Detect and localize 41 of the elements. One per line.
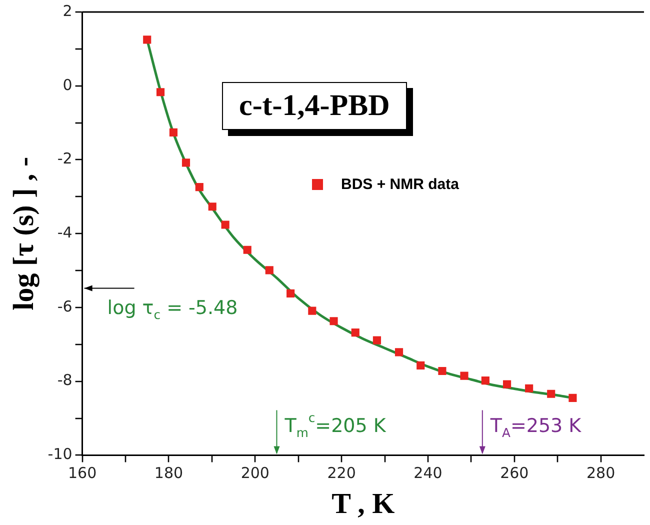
point xyxy=(372,336,382,344)
x-tick-label: 160 xyxy=(68,464,97,482)
point xyxy=(330,317,338,326)
point xyxy=(286,289,295,298)
y-tick-label: 2 xyxy=(62,2,72,20)
point xyxy=(416,361,425,370)
point xyxy=(308,306,316,315)
y-tick-label: -6 xyxy=(57,297,72,316)
point xyxy=(265,266,274,274)
x-tick-label: 180 xyxy=(154,464,184,482)
point xyxy=(243,246,252,254)
y-tick-label: -2 xyxy=(57,150,72,168)
y-tick-label: -10 xyxy=(48,445,72,464)
x-tick-label: 240 xyxy=(414,464,442,482)
x-tick-label: 200 xyxy=(240,464,270,482)
point xyxy=(547,390,556,398)
point xyxy=(351,328,360,337)
y-tick-label: -8 xyxy=(57,371,72,390)
point xyxy=(169,128,178,136)
point xyxy=(460,372,468,380)
point xyxy=(182,158,190,167)
point xyxy=(221,220,230,229)
point xyxy=(208,202,216,211)
point xyxy=(525,384,534,392)
y-tick-label: 0 xyxy=(62,76,72,94)
x-tick-label: 220 xyxy=(327,464,356,482)
y-tick-label: -4 xyxy=(57,223,72,242)
x-tick-label: 260 xyxy=(500,464,529,482)
point xyxy=(568,394,577,402)
x-axis-title: T , K xyxy=(332,488,396,520)
point xyxy=(502,380,512,388)
point xyxy=(481,376,490,385)
y-axis-title: log [τ (s) ] , - xyxy=(8,156,40,310)
legend-label: BDS + NMR data xyxy=(341,176,459,193)
point xyxy=(195,183,204,192)
text: c-t-1,4-PBD xyxy=(222,82,407,130)
point xyxy=(143,36,152,44)
point xyxy=(156,88,165,96)
x-tick-label: 280 xyxy=(586,464,616,482)
point xyxy=(394,348,404,356)
point xyxy=(438,366,446,376)
